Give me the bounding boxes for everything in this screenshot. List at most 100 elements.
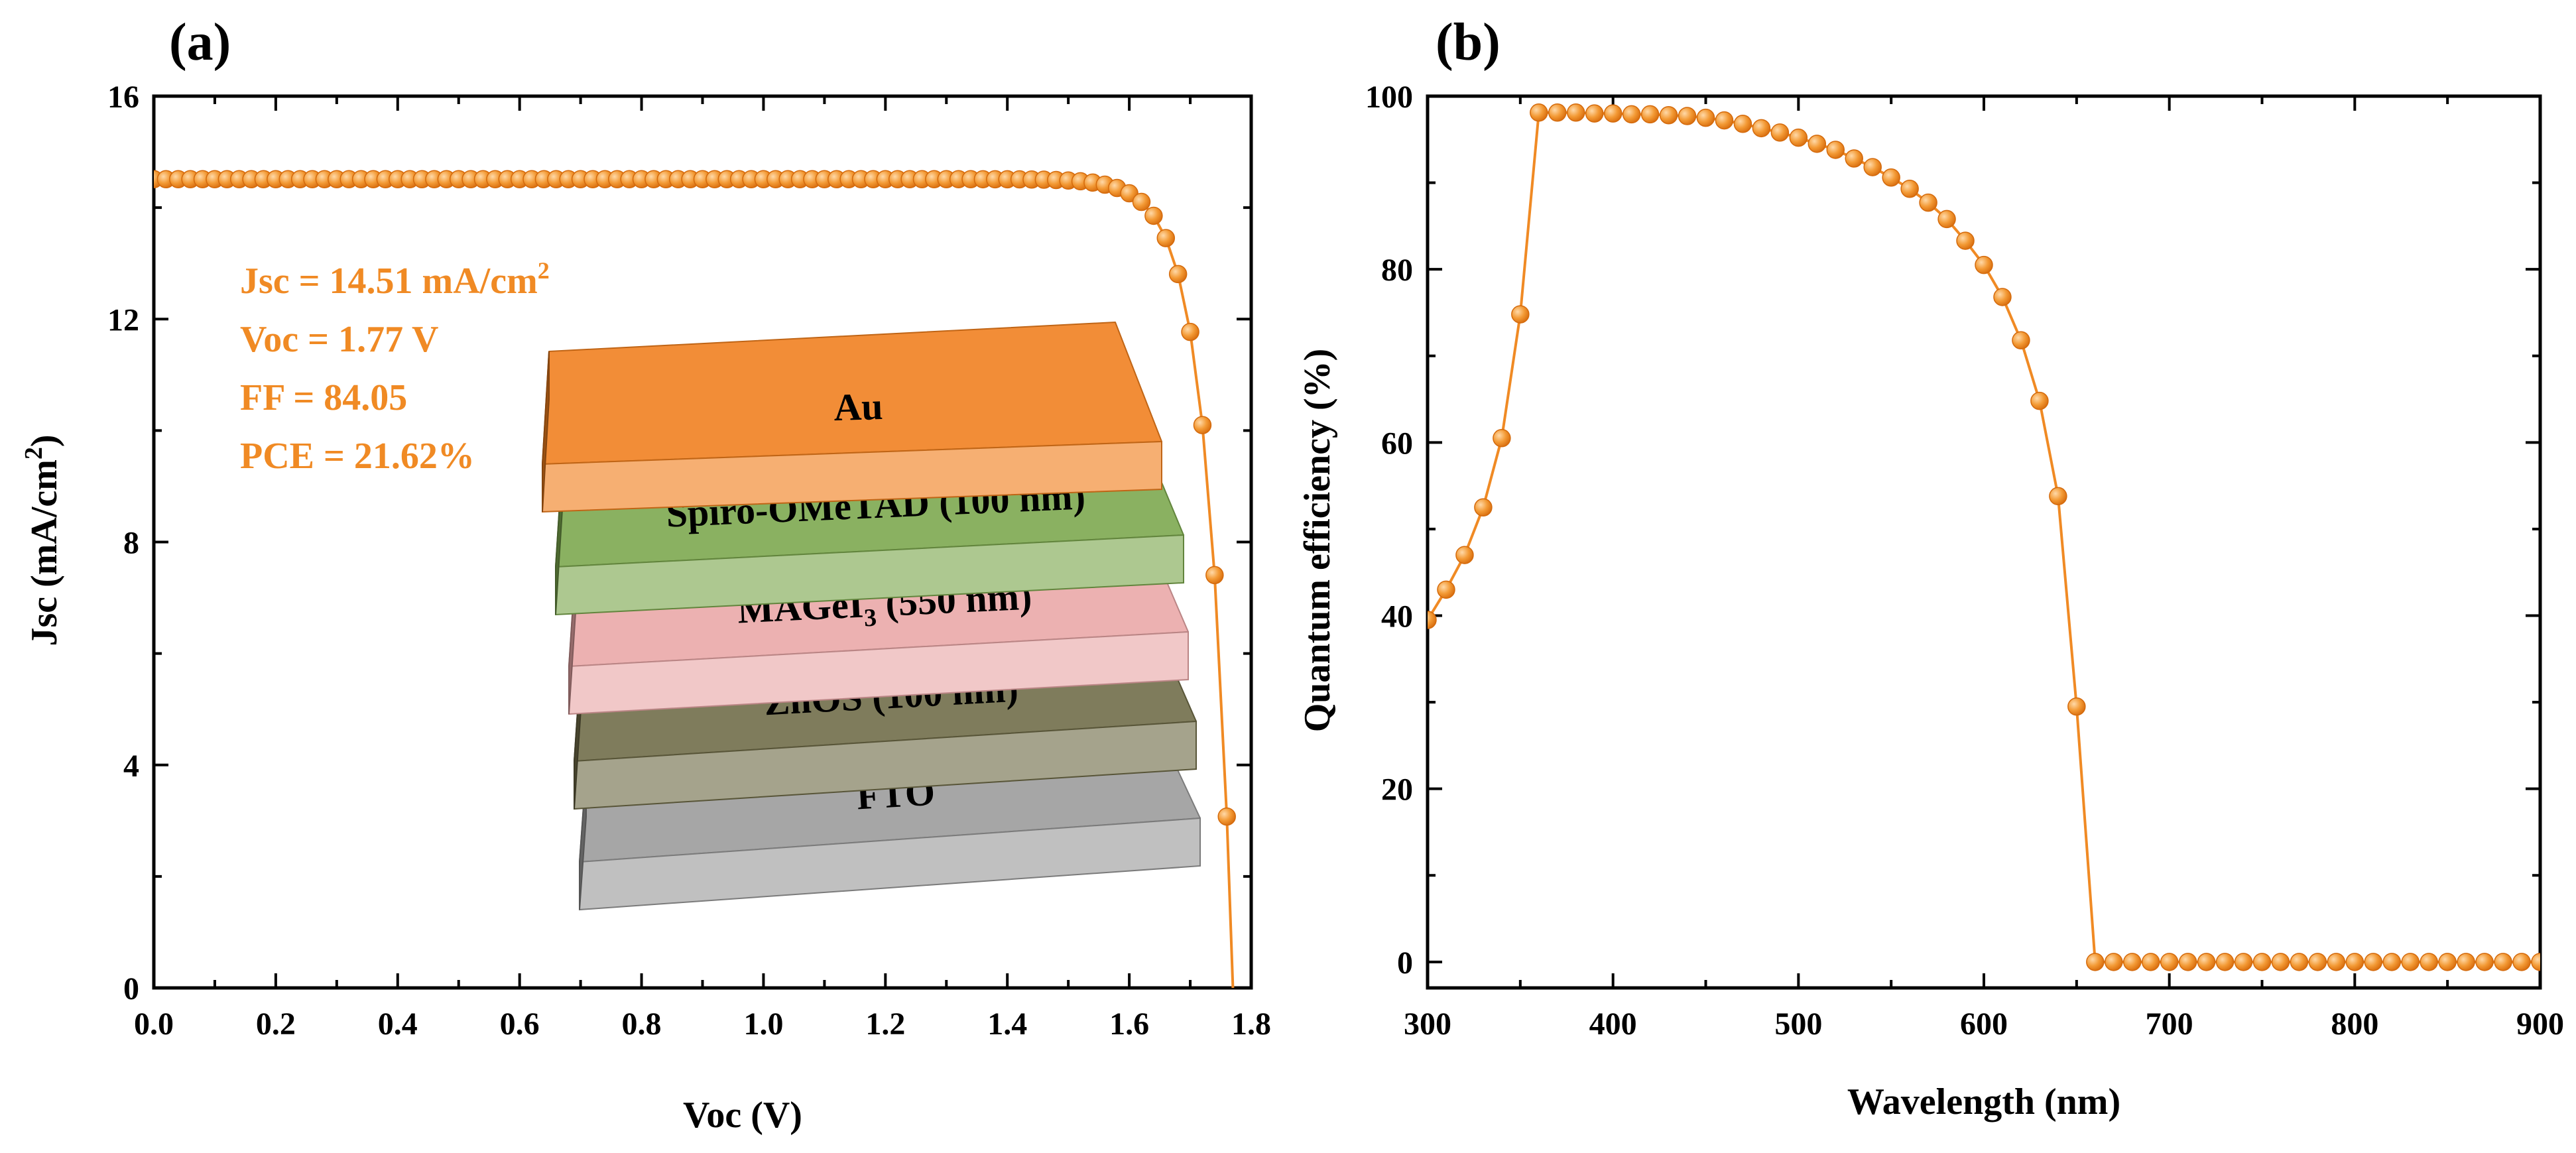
panel-a-x-tick-label: 0.4: [378, 1006, 418, 1042]
qe-data-point: [2290, 953, 2309, 971]
panel-a-x-tick-label: 0.8: [622, 1006, 662, 1042]
qe-data-point: [1548, 103, 1567, 122]
qe-data-point: [2178, 953, 2197, 971]
jv-data-point: [1132, 192, 1151, 212]
jv-data-point: [1168, 265, 1188, 284]
qe-data-point: [1696, 108, 1715, 127]
qe-data-point: [1975, 255, 1993, 274]
device-layer: Au: [542, 322, 1162, 513]
qe-data-point: [1845, 149, 1863, 168]
qe-data-point: [1530, 103, 1548, 122]
metric-pce: PCE = 21.62%: [240, 436, 475, 477]
qe-data-point: [2141, 953, 2160, 971]
qe-data-point: [2420, 953, 2438, 971]
metric-jsc: Jsc = 14.51 mA/cm2: [240, 257, 550, 302]
qe-data-point: [2234, 953, 2253, 971]
jv-data-point: [1156, 229, 1176, 247]
qe-data-point: [2457, 953, 2475, 971]
panel-b-axes: 300 400 500 600 700 800 900 0 20 40 60 80 100: [1365, 80, 2564, 1042]
panel-a-y-tick-label: 12: [107, 302, 139, 337]
qe-data-point: [2012, 331, 2030, 349]
qe-data-point: [1640, 105, 1660, 124]
jv-data-point: [1181, 322, 1199, 341]
device-stack-illustration: FTOZnOS (100 nm)MAGeI3 (550 nm)Spiro-OMe…: [542, 322, 1201, 911]
panel-a-x-axis-label: Voc (V): [683, 1095, 802, 1136]
metric-voc: Voc = 1.77 V: [240, 319, 439, 360]
qe-data-point: [1826, 141, 1845, 159]
panel-a-data-points: [154, 170, 1236, 988]
panel-b-x-tick-label: 900: [2516, 1006, 2564, 1042]
qe-data-point: [2327, 953, 2346, 971]
qe-data-point: [2122, 953, 2142, 971]
panel-b-x-tick-label: 500: [1774, 1006, 1822, 1042]
qe-data-point: [2364, 953, 2383, 971]
qe-data-point: [1455, 546, 1474, 564]
panel-a-jv-curve: (a) 0.0 0.2 0.4 0.6 0.8 1.0 1.2 1.4 1.6 1.8 0 4 8 12 1…: [20, 13, 1271, 1136]
panel-b-y-axis-label: Quantum efficiency (%): [1297, 349, 1338, 733]
qe-data-point: [2382, 953, 2402, 971]
qe-data-point: [1622, 105, 1641, 124]
panel-b-x-axis-label: Wavelength (nm): [1847, 1081, 2120, 1123]
qe-data-point: [1603, 104, 1623, 123]
panel-b-label: (b): [1436, 13, 1501, 72]
qe-data-point: [2030, 391, 2049, 410]
panel-a-x-tick-label: 0.6: [500, 1006, 540, 1042]
qe-data-point: [1733, 115, 1752, 133]
qe-data-point: [1993, 288, 2012, 306]
qe-data-point: [2401, 953, 2420, 971]
qe-data-point: [2494, 953, 2512, 971]
qe-data-point: [1678, 107, 1697, 125]
qe-data-point: [1493, 429, 1511, 448]
panel-b-x-tick-label: 600: [1960, 1006, 2008, 1042]
panel-a-y-tick-label: 8: [123, 526, 139, 561]
qe-data-point: [2531, 953, 2540, 971]
qe-data-point: [2271, 953, 2290, 971]
panel-b-y-tick-label: 100: [1365, 80, 1413, 115]
qe-data-point: [1511, 305, 1530, 324]
panel-a-label: (a): [169, 13, 231, 72]
qe-data-point: [1956, 231, 1975, 250]
qe-data-point: [2252, 953, 2272, 971]
qe-data-point: [2197, 953, 2216, 971]
qe-data-point: [1770, 123, 1790, 142]
panel-b-x-tick-label: 300: [1404, 1006, 1451, 1042]
jv-data-point: [1144, 206, 1163, 225]
metric-ff: FF = 84.05: [240, 377, 407, 418]
qe-data-point: [1789, 128, 1808, 147]
qe-data-point: [2475, 953, 2494, 971]
qe-data-point: [1937, 210, 1956, 229]
panel-b-x-tick-label: 700: [2146, 1006, 2193, 1042]
qe-data-point: [2308, 953, 2327, 971]
panel-a-x-tick-label: 1.6: [1109, 1006, 1149, 1042]
qe-data-point: [2345, 953, 2364, 971]
qe-data-point: [1659, 105, 1678, 125]
qe-data-point: [1882, 168, 1900, 187]
qe-data-point: [2086, 953, 2105, 971]
panel-a-y-tick-label: 0: [123, 971, 139, 1006]
panel-a-y-tick-label: 16: [107, 80, 139, 115]
panel-a-axes: 0.0 0.2 0.4 0.6 0.8 1.0 1.2 1.4 1.6 1.8 0 4 8 12 16: [107, 80, 1271, 1042]
panel-b-y-tick-label: 0: [1397, 945, 1413, 981]
panel-b-y-tick-label: 80: [1381, 253, 1413, 288]
jv-data-point: [1217, 807, 1236, 826]
qe-data-point: [2215, 953, 2235, 971]
panel-b-series: [1428, 103, 2540, 971]
qe-data-point: [2067, 697, 2086, 716]
panel-a-x-tick-label: 1.0: [743, 1006, 783, 1042]
panel-a-x-tick-label: 1.4: [987, 1006, 1027, 1042]
qe-data-point: [1585, 104, 1604, 123]
qe-data-point: [2512, 953, 2531, 971]
panel-a-x-tick-label: 1.8: [1231, 1006, 1271, 1042]
panel-b-plot-frame: [1426, 94, 2542, 990]
qe-data-point: [1474, 498, 1493, 517]
qe-data-point: [2105, 953, 2123, 971]
panel-b-y-tick-label: 60: [1381, 426, 1413, 461]
panel-a-x-tick-label: 0.0: [134, 1006, 174, 1042]
qe-data-point: [1437, 580, 1455, 599]
jv-data-point: [1193, 416, 1212, 434]
device-layer-label: Au: [833, 385, 883, 429]
qe-data-point: [2049, 487, 2067, 506]
panel-b-x-tick-label: 400: [1589, 1006, 1637, 1042]
panel-b-quantum-efficiency: (b) 300 400 500 600 700 800 900 0 20 40 60 80 100 Wa…: [1297, 13, 2564, 1123]
